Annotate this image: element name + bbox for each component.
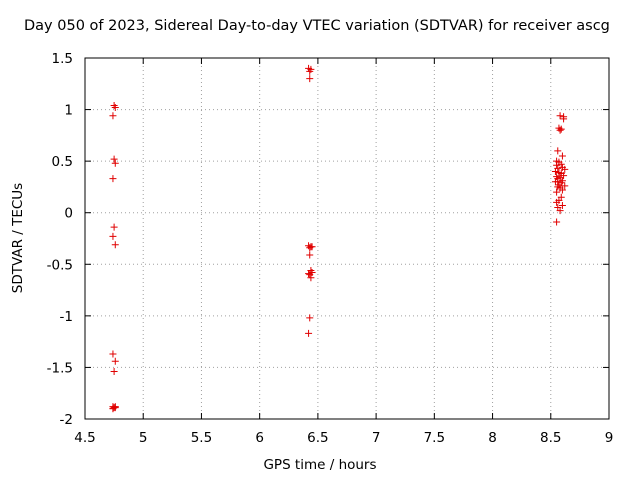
- data-point: [558, 201, 566, 209]
- x-tick-label: 8.5: [540, 430, 561, 446]
- data-point: [307, 274, 315, 282]
- x-tick-label: 7.5: [424, 430, 445, 446]
- data-point: [111, 241, 119, 249]
- data-point: [554, 147, 562, 155]
- x-tick-label: 9: [605, 430, 614, 446]
- data-point: [306, 244, 314, 252]
- data-point: [110, 155, 118, 163]
- data-point: [111, 357, 119, 365]
- axis-ticks: [84, 57, 610, 420]
- data-point: [305, 270, 313, 278]
- data-point: [558, 152, 566, 160]
- data-point: [553, 188, 561, 196]
- x-tick-label: 7: [372, 430, 381, 446]
- data-point: [109, 405, 117, 413]
- data-point: [306, 75, 314, 83]
- x-tick-label: 8: [488, 430, 497, 446]
- data-point: [306, 251, 314, 259]
- data-point: [111, 159, 119, 167]
- data-point: [110, 368, 118, 376]
- x-tick-label: 6: [255, 430, 264, 446]
- data-point: [110, 404, 118, 412]
- y-tick-label: -1.5: [47, 360, 73, 376]
- grid-lines: [85, 58, 609, 419]
- plot-frame: [84, 57, 610, 420]
- chart-title: Day 050 of 2023, Sidereal Day-to-day VTE…: [24, 18, 610, 34]
- y-tick-label: -2: [60, 412, 73, 428]
- tick-labels: 4.5 5 5.5 6 6.5 7 7.5 8 8.5 9 -2 -1.5 -1 -0.5 0 0.5 1 1.5: [47, 51, 614, 446]
- x-tick-label: 5: [139, 430, 148, 446]
- data-point: [556, 112, 564, 120]
- data-point: [308, 269, 316, 277]
- y-tick-label: -0.5: [47, 257, 73, 273]
- data-point: [305, 329, 313, 337]
- data-point: [109, 175, 117, 183]
- data-point: [561, 182, 569, 190]
- y-tick-label: 0: [64, 206, 73, 222]
- data-point: [553, 198, 561, 206]
- y-axis-label: SDTVAR / TECUs: [10, 182, 26, 294]
- data-point: [109, 112, 117, 120]
- y-tick-label: 0.5: [52, 154, 73, 170]
- data-point: [553, 218, 561, 226]
- data-point: [557, 125, 565, 133]
- data-point: [561, 165, 569, 173]
- data-point: [306, 314, 314, 322]
- y-tick-label: 1.5: [52, 51, 73, 67]
- data-point: [306, 67, 314, 75]
- data-point: [111, 104, 119, 112]
- data-point: [560, 115, 568, 123]
- data-point: [551, 167, 559, 175]
- data-point: [110, 223, 118, 231]
- data-point: [558, 186, 566, 194]
- data-points: [109, 64, 569, 413]
- x-tick-label: 6.5: [307, 430, 328, 446]
- data-point: [109, 350, 117, 358]
- data-point: [557, 160, 565, 168]
- data-point: [554, 178, 562, 186]
- y-tick-label: -1: [60, 309, 73, 325]
- data-point: [556, 207, 564, 215]
- x-tick-label: 5.5: [191, 430, 212, 446]
- x-tick-label: 4.5: [74, 430, 95, 446]
- y-tick-label: 1: [64, 103, 73, 119]
- x-axis-label: GPS time / hours: [263, 457, 377, 473]
- data-point: [553, 161, 561, 169]
- data-point: [556, 126, 564, 134]
- data-point: [109, 232, 117, 240]
